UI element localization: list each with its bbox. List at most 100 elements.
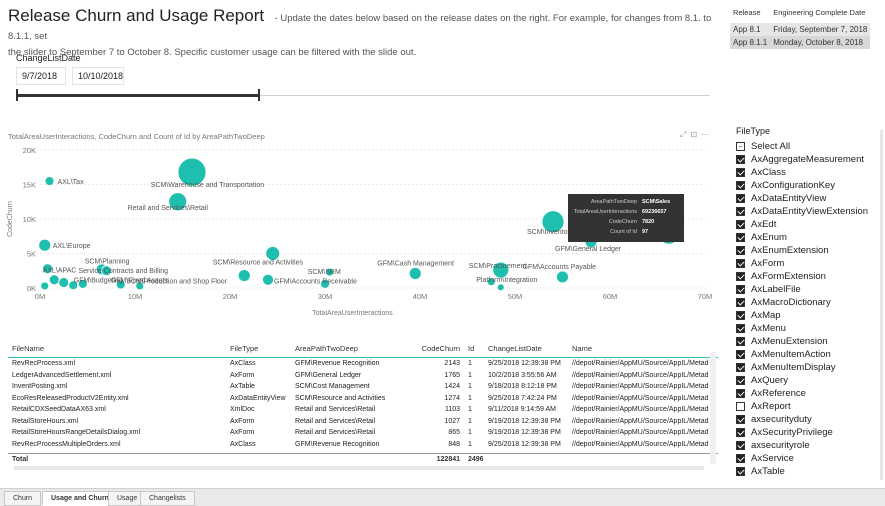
table-row[interactable]: RetailStoreHours.xml AxForm Retail and Ser…	[8, 416, 718, 428]
col-changelistdate[interactable]: ChangeListDate	[488, 344, 542, 353]
data-point[interactable]	[40, 281, 50, 291]
release-row[interactable]: App 8.1 Friday, September 7, 2018	[730, 23, 871, 36]
data-point[interactable]	[320, 278, 330, 289]
checkbox-icon[interactable]	[736, 194, 745, 203]
checkbox-icon[interactable]	[736, 454, 745, 463]
data-point[interactable]	[135, 281, 145, 291]
filetype-option[interactable]: AxMap	[736, 309, 876, 322]
data-point[interactable]	[115, 279, 126, 290]
filetype-option[interactable]: Select All	[736, 140, 876, 153]
data-point[interactable]	[77, 278, 88, 289]
filetype-option[interactable]: AxEdt	[736, 218, 876, 231]
data-point[interactable]	[496, 283, 505, 292]
tab-usage-and-churn[interactable]: Usage and Churn	[42, 491, 118, 506]
data-point[interactable]	[38, 238, 52, 252]
filetype-option[interactable]: AxReference	[736, 387, 876, 400]
filetype-option[interactable]: AxConfigurationKey	[736, 179, 876, 192]
filetype-option[interactable]: AxMenuItemDisplay	[736, 361, 876, 374]
table-row[interactable]: LedgerAdvancedSettlement.xml AxForm GFM\Ge…	[8, 370, 718, 382]
checkbox-icon[interactable]	[736, 428, 745, 437]
date-slider-end-handle[interactable]	[258, 89, 260, 101]
table-horizontal-scrollbar[interactable]	[14, 466, 704, 470]
table-row[interactable]: RetailStoreHoursRangeDetailsDialog.xml Ax…	[8, 427, 718, 439]
data-point[interactable]	[325, 267, 335, 277]
data-point[interactable]	[556, 270, 569, 284]
table-row[interactable]: RetailCDXSeedDataAX63.xml XmlDoc Retail an…	[8, 404, 718, 416]
checkbox-icon[interactable]	[736, 233, 745, 242]
release-row[interactable]: App 8.1.1 Monday, October 8, 2018	[730, 36, 871, 49]
filetype-option[interactable]: AxDataEntityView	[736, 192, 876, 205]
filetype-option[interactable]: AxEnum	[736, 231, 876, 244]
filetype-option[interactable]: AxClass	[736, 166, 876, 179]
checkbox-icon[interactable]	[736, 298, 745, 307]
checkbox-icon[interactable]	[736, 402, 745, 411]
filetype-scrollbar[interactable]	[880, 130, 883, 480]
checkbox-icon[interactable]	[736, 285, 745, 294]
data-point[interactable]	[101, 265, 112, 277]
data-point[interactable]	[68, 280, 79, 291]
data-point[interactable]	[262, 273, 274, 286]
data-point[interactable]	[492, 261, 510, 279]
data-point[interactable]	[408, 267, 422, 280]
tab-changelists[interactable]: Changelists	[140, 491, 195, 506]
table-row[interactable]: RevRecProcessMultipleOrders.xml AxClass GF…	[8, 439, 718, 451]
date-slider-range[interactable]	[16, 94, 260, 97]
col-name[interactable]: Name	[572, 344, 593, 353]
data-point[interactable]	[177, 157, 207, 187]
checkbox-icon[interactable]	[736, 259, 745, 268]
filetype-option[interactable]: AxDataEntityViewExtension	[736, 205, 876, 218]
data-point[interactable]	[168, 192, 188, 212]
data-point[interactable]	[486, 277, 496, 287]
checkbox-icon[interactable]	[736, 389, 745, 398]
data-point[interactable]	[541, 210, 565, 234]
filetype-option[interactable]: AxTable	[736, 465, 876, 478]
filetype-option[interactable]: AxMenu	[736, 322, 876, 335]
checkbox-icon[interactable]	[736, 337, 745, 346]
filetype-option[interactable]: AxService	[736, 452, 876, 465]
checkbox-icon[interactable]	[736, 350, 745, 359]
checkbox-icon[interactable]	[736, 441, 745, 450]
focus-mode-icon[interactable]: ⤢	[680, 130, 691, 139]
checkbox-icon[interactable]	[736, 467, 745, 476]
data-point[interactable]	[265, 246, 281, 261]
col-areapath[interactable]: AreaPathTwoDeep	[295, 344, 358, 353]
filetype-option[interactable]: AxLabelFile	[736, 283, 876, 296]
checkbox-icon[interactable]	[736, 207, 745, 216]
table-row[interactable]: InventPosting.xml AxTable SCM\Cost Managem…	[8, 381, 718, 393]
data-point[interactable]	[48, 274, 60, 286]
checkbox-icon[interactable]	[736, 246, 745, 255]
data-point[interactable]	[44, 176, 55, 186]
filetype-option[interactable]: AxMenuExtension	[736, 335, 876, 348]
data-point[interactable]	[42, 263, 53, 275]
data-point[interactable]	[58, 277, 70, 288]
filetype-option[interactable]: AxFormExtension	[736, 270, 876, 283]
checkbox-icon[interactable]	[736, 272, 745, 281]
date-slider-start-handle[interactable]	[16, 89, 18, 101]
checkbox-icon[interactable]	[736, 376, 745, 385]
filetype-option[interactable]: AxReport	[736, 400, 876, 413]
checkbox-icon[interactable]	[736, 181, 745, 190]
filetype-option[interactable]: AxEnumExtension	[736, 244, 876, 257]
col-id[interactable]: Id	[468, 344, 475, 353]
table-row[interactable]: EcoResReleasedProductV2Entity.xml AxDataE…	[8, 393, 718, 405]
more-options-icon[interactable]: ⋯	[701, 130, 714, 139]
tab-churn[interactable]: Churn	[4, 491, 42, 506]
checkbox-icon[interactable]	[736, 142, 745, 151]
filetype-option[interactable]: AxAggregateMeasurement	[736, 153, 876, 166]
checkbox-icon[interactable]	[736, 155, 745, 164]
filetype-option[interactable]: AxSecurityPrivilege	[736, 426, 876, 439]
checkbox-icon[interactable]	[736, 168, 745, 177]
filetype-option[interactable]: AxQuery	[736, 374, 876, 387]
checkbox-icon[interactable]	[736, 311, 745, 320]
filetype-option[interactable]: axsecurityduty	[736, 413, 876, 426]
checkbox-icon[interactable]	[736, 363, 745, 372]
checkbox-icon[interactable]	[736, 324, 745, 333]
filetype-option[interactable]: axsecurityrole	[736, 439, 876, 452]
data-point[interactable]	[237, 269, 251, 282]
export-icon[interactable]: ⊡	[690, 130, 702, 139]
end-date-input[interactable]: 10/10/2018	[72, 67, 124, 85]
checkbox-icon[interactable]	[736, 415, 745, 424]
filetype-option[interactable]: AxForm	[736, 257, 876, 270]
table-row[interactable]: RevRecProcess.xml AxClass GFM\Revenue Reco…	[8, 358, 718, 370]
col-filetype[interactable]: FileType	[230, 344, 259, 353]
